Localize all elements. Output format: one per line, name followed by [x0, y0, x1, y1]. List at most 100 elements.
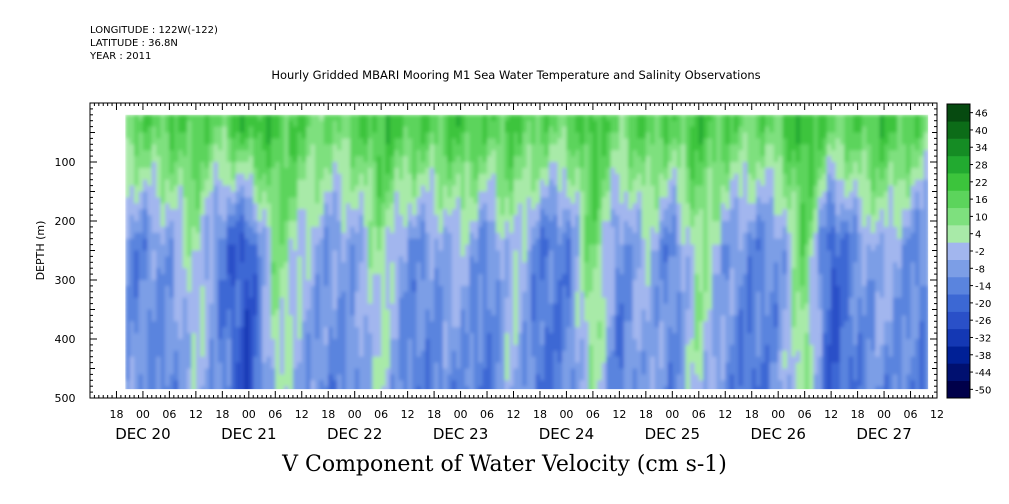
heatmap-cell — [187, 120, 193, 128]
heatmap-cell — [235, 150, 241, 157]
heatmap-cell — [147, 221, 153, 228]
heatmap-cell — [491, 244, 497, 252]
heatmap-cell — [328, 173, 334, 181]
heatmap-cell — [248, 191, 254, 198]
heatmap-cell — [266, 356, 272, 364]
heatmap-cell — [134, 203, 140, 210]
heatmap-cell — [522, 185, 528, 193]
heatmap-cell — [464, 327, 470, 334]
heatmap-cell — [429, 132, 435, 139]
heatmap-cell — [328, 362, 334, 370]
heatmap-cell — [376, 339, 382, 346]
heatmap-cell — [513, 226, 519, 234]
heatmap-cell — [539, 280, 545, 287]
heatmap-cell — [134, 280, 140, 287]
heatmap-cell — [275, 303, 281, 311]
heatmap-cell — [266, 120, 272, 128]
heatmap-cell — [584, 126, 590, 134]
heatmap-cell — [372, 238, 378, 246]
heatmap-cell — [495, 221, 501, 228]
heatmap-cell — [407, 232, 413, 240]
heatmap-cell — [173, 280, 179, 287]
heatmap-cell — [178, 132, 184, 139]
heatmap-cell — [478, 185, 484, 193]
heatmap-cell — [337, 344, 343, 352]
heatmap-cell — [187, 280, 193, 287]
heatmap-cell — [447, 309, 453, 316]
heatmap-cell — [275, 386, 281, 390]
heatmap-cell — [398, 321, 404, 328]
heatmap-cell — [588, 173, 594, 181]
heatmap-cell — [478, 350, 484, 358]
heatmap-cell — [456, 179, 462, 187]
heatmap-cell — [522, 156, 528, 163]
heatmap-cell — [376, 309, 382, 316]
heatmap-cell — [147, 285, 153, 293]
heatmap-cell — [328, 339, 334, 346]
heatmap-cell — [200, 167, 206, 175]
heatmap-cell — [420, 285, 426, 293]
heatmap-cell — [292, 297, 298, 305]
heatmap-cell — [442, 203, 448, 210]
heatmap-cell — [385, 114, 391, 122]
heatmap-cell — [129, 167, 135, 175]
heatmap-cell — [482, 250, 488, 257]
heatmap-cell — [389, 256, 395, 263]
heatmap-cell — [487, 185, 493, 193]
heatmap-cell — [447, 173, 453, 181]
heatmap-cell — [513, 285, 519, 293]
heatmap-cell — [513, 380, 519, 387]
heatmap-cell — [548, 232, 554, 240]
heatmap-cell — [213, 232, 219, 240]
heatmap-cell — [416, 333, 422, 340]
heatmap-cell — [469, 167, 475, 175]
heatmap-cell — [160, 327, 166, 334]
heatmap-cell — [297, 238, 303, 246]
heatmap-cell — [350, 356, 356, 364]
heatmap-cell — [416, 327, 422, 334]
heatmap-cell — [372, 256, 378, 263]
heatmap-cell — [385, 344, 391, 352]
heatmap-cell — [253, 179, 259, 187]
heatmap-cell — [456, 285, 462, 293]
heatmap-cell — [372, 167, 378, 175]
heatmap-cell — [191, 350, 197, 358]
heatmap-cell — [248, 244, 254, 252]
heatmap-cell — [239, 226, 245, 234]
heatmap-cell — [156, 132, 162, 139]
heatmap-cell — [548, 280, 554, 287]
heatmap-cell — [513, 167, 519, 175]
heatmap-cell — [487, 221, 493, 228]
heatmap-cell — [275, 221, 281, 228]
heatmap-cell — [451, 262, 457, 269]
heatmap-cell — [231, 262, 237, 269]
heatmap-cell — [191, 262, 197, 269]
heatmap-cell — [566, 256, 572, 263]
heatmap-cell — [323, 380, 329, 387]
heatmap-cell — [526, 179, 532, 187]
heatmap-cell — [182, 280, 188, 287]
heatmap-cell — [557, 120, 563, 128]
heatmap-cell — [156, 244, 162, 252]
heatmap-cell — [142, 244, 148, 252]
heatmap-cell — [173, 215, 179, 222]
heatmap-cell — [398, 333, 404, 340]
heatmap-cell — [235, 356, 241, 364]
heatmap-cell — [138, 244, 144, 252]
heatmap-cell — [495, 291, 501, 299]
heatmap-cell — [522, 244, 528, 252]
heatmap-cell — [169, 197, 175, 204]
heatmap-cell — [575, 327, 581, 334]
heatmap-cell — [222, 285, 228, 293]
heatmap-cell — [173, 285, 179, 293]
heatmap-cell — [142, 215, 148, 222]
heatmap-cell — [328, 185, 334, 193]
heatmap-cell — [562, 221, 568, 228]
heatmap-cell — [301, 126, 307, 134]
heatmap-cell — [297, 291, 303, 299]
heatmap-cell — [376, 179, 382, 187]
heatmap-cell — [553, 120, 559, 128]
heatmap-cell — [495, 256, 501, 263]
heatmap-cell — [178, 191, 184, 198]
heatmap-cell — [125, 144, 131, 151]
